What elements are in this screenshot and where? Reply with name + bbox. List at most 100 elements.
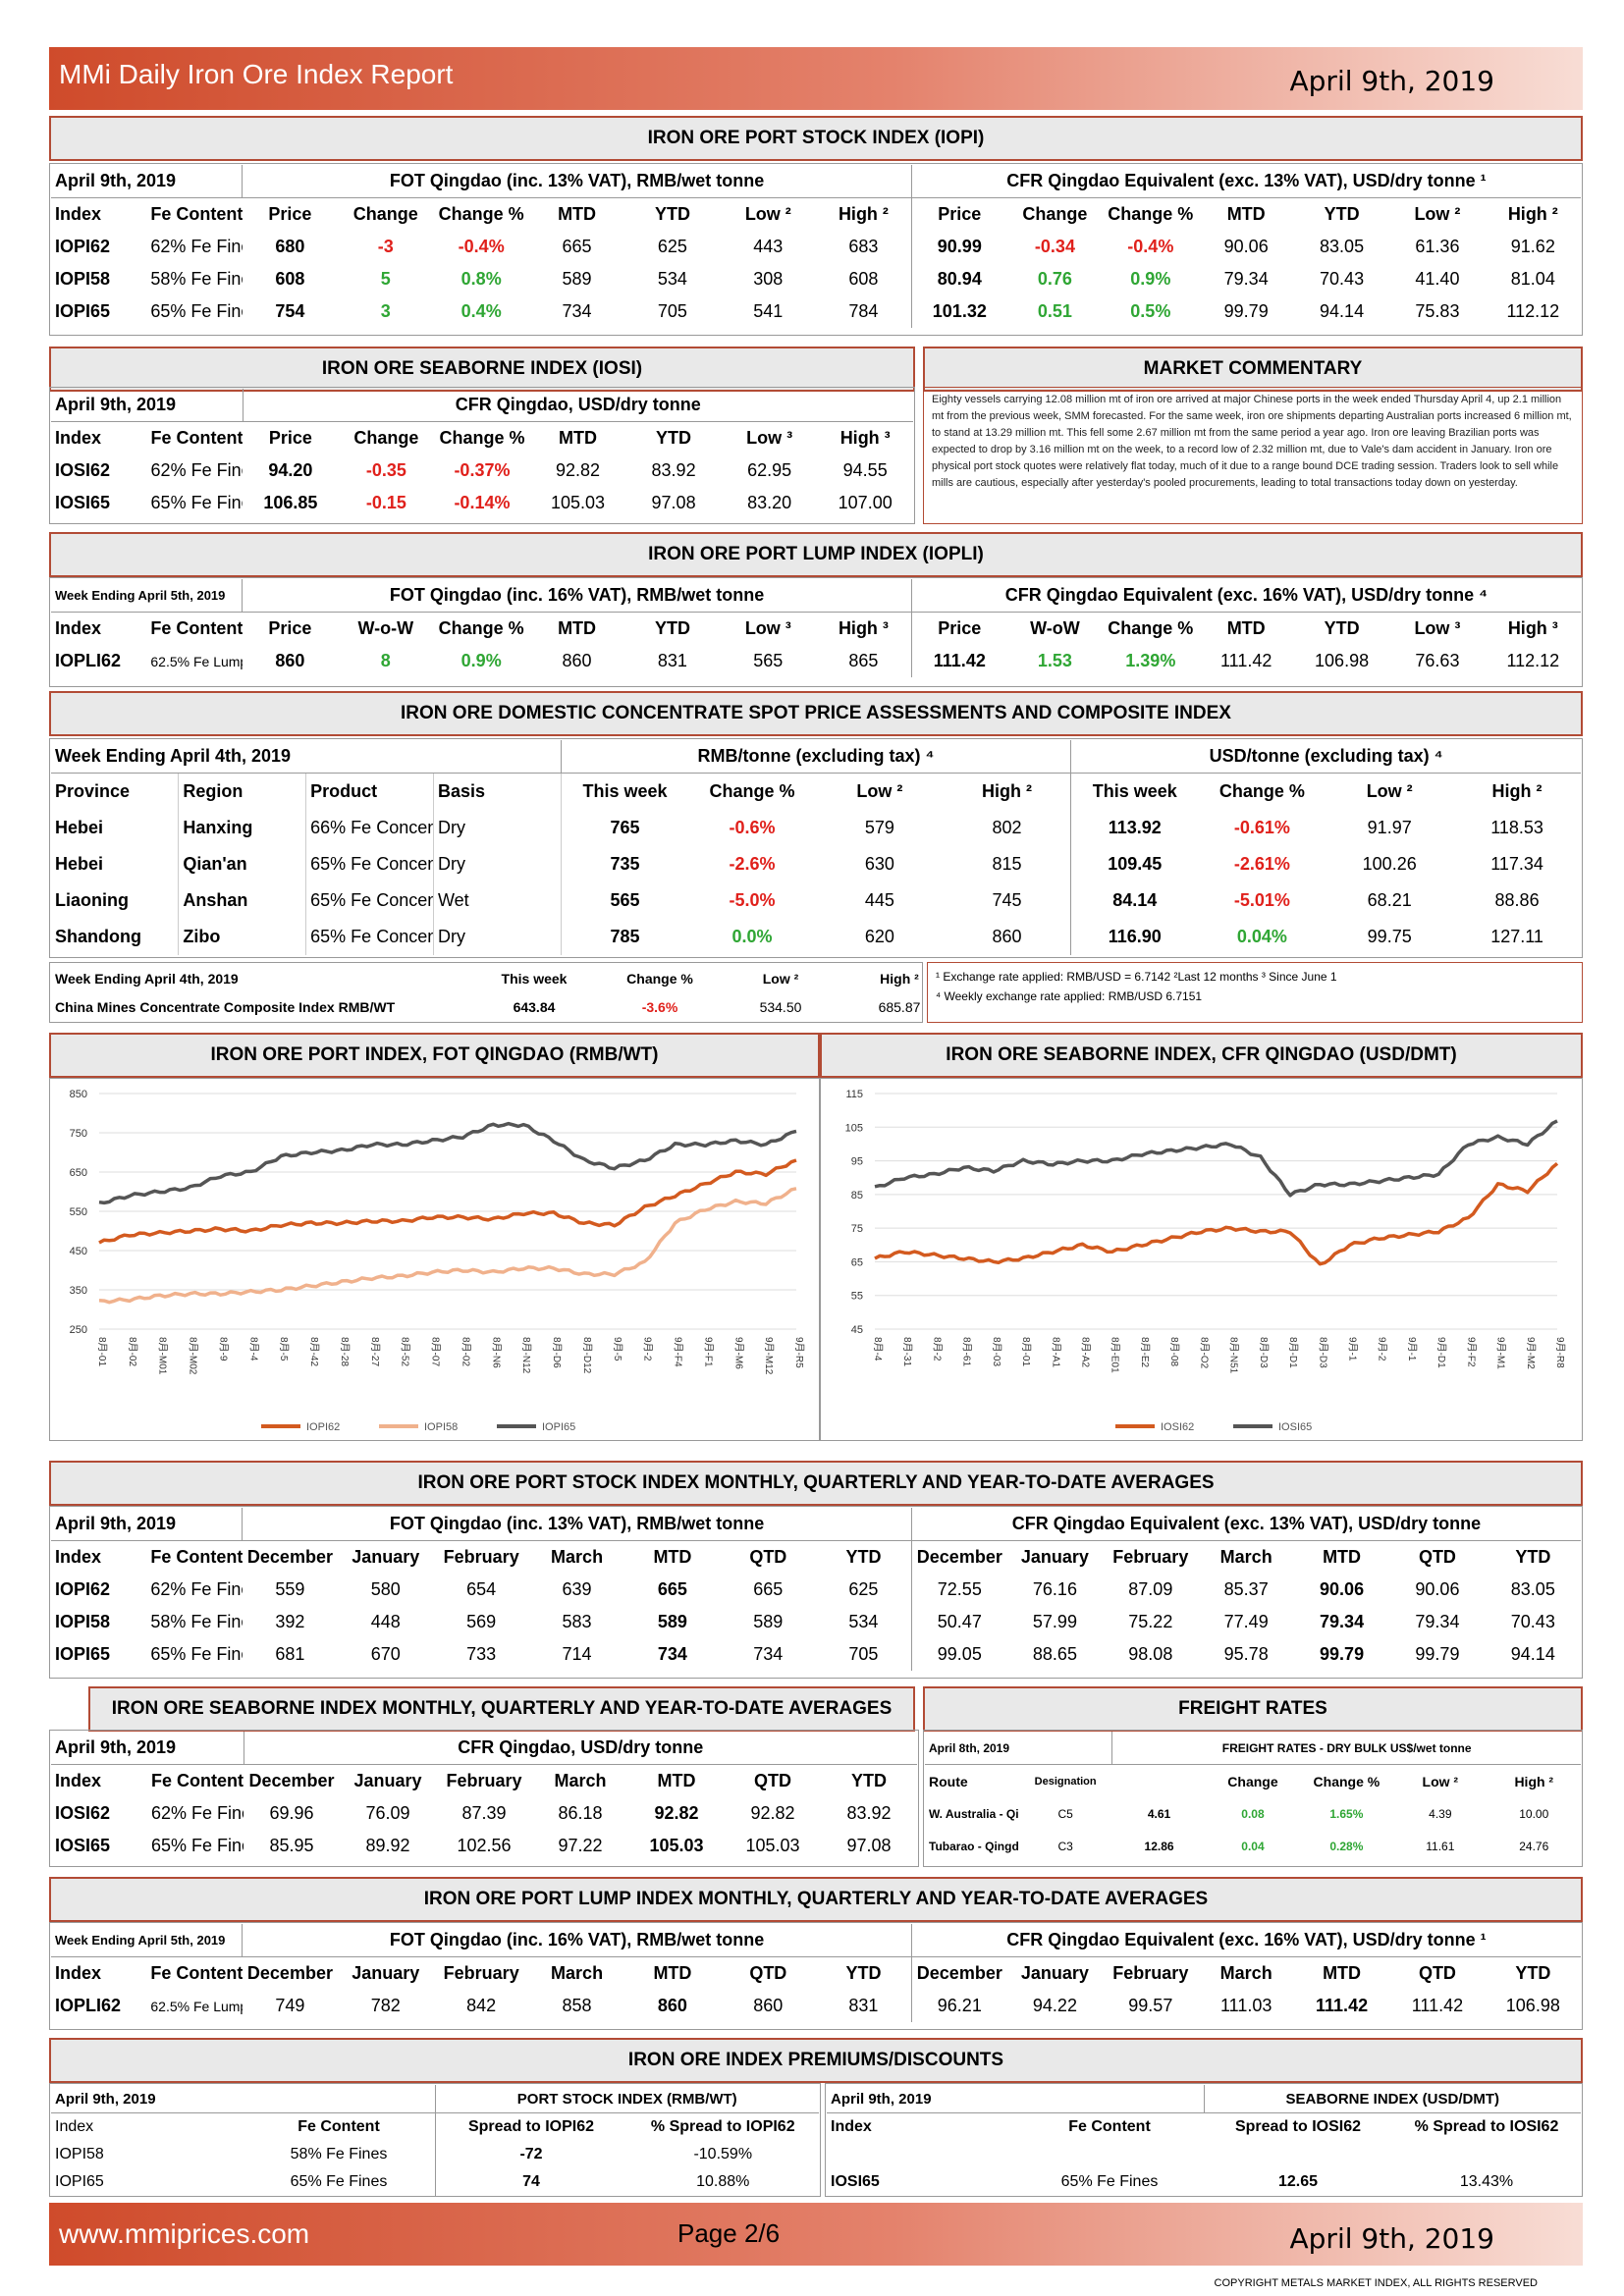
premiums-left-table: April 9th, 2019 PORT STOCK INDEX (RMB/WT)… [51, 2085, 819, 2196]
column-header: Basis [433, 773, 562, 810]
index-name: IOSI62 [55, 460, 111, 480]
table-cell: 665 [562, 237, 592, 256]
column-header: This week [582, 781, 668, 801]
column-header: Spread to IOPI62 [467, 2118, 595, 2135]
column-header: YTD [851, 1771, 887, 1790]
table-cell: -5.01% [1233, 890, 1290, 910]
column-header-row: Route Designation Change Change % Low ² High … [925, 1765, 1581, 1798]
table-cell: -3 [377, 237, 394, 256]
table-cell: 443 [753, 237, 784, 256]
column-header: Low ² [762, 970, 799, 987]
table-cell: 99.79 [1415, 1644, 1460, 1664]
series-line-IOPI62 [98, 1158, 797, 1245]
table-cell: 111.42 [1411, 1996, 1464, 2015]
series-line-IOSI65 [874, 1119, 1558, 1198]
column-header: High ³ [816, 612, 912, 645]
table-cell: 69.96 [269, 1803, 314, 1823]
iopi-avg-table: April 9th, 2019 FOT Qingdao (inc. 13% VAT… [51, 1508, 1581, 1671]
table-cell: 589 [562, 269, 592, 289]
table-cell: 0.04 [1241, 1839, 1265, 1853]
column-header: March [551, 1963, 604, 1983]
table-cell: 608 [275, 269, 305, 289]
table-cell: 630 [864, 854, 894, 874]
table-cell: 11.61 [1426, 1839, 1455, 1853]
commentary-title: MARKET COMMENTARY [923, 347, 1583, 392]
table-row: IOSI62 62% Fe Fines 94.20 -0.35 -0.37% 92.82 8… [51, 454, 913, 487]
table-cell: 705 [657, 301, 687, 321]
column-header: W-o-W [357, 618, 414, 638]
column-header: High ² [880, 970, 919, 987]
table-cell: 72.55 [937, 1579, 982, 1599]
table-cell: 445 [864, 890, 894, 910]
table-cell: 85.37 [1223, 1579, 1269, 1599]
column-header: Product [305, 773, 434, 810]
table-cell: 665 [753, 1579, 784, 1599]
x-tick-label: 8月-02 [460, 1337, 471, 1366]
table-cell: 865 [816, 645, 912, 677]
x-tick-label: 8月-4 [247, 1337, 259, 1362]
y-tick-label: 95 [851, 1156, 863, 1168]
header-row: April 9th, 2019 FOT Qingdao (inc. 13% VAT… [51, 165, 1581, 198]
header-row: April 9th, 2019 PORT STOCK INDEX (RMB/WT) [51, 2085, 819, 2113]
column-header: Low ² [1422, 1773, 1459, 1789]
iopli-avg-frame [49, 1922, 1583, 2030]
column-header: High ² [816, 197, 912, 231]
table-cell: 65% Fe Fines [150, 493, 244, 512]
table-cell: 654 [466, 1579, 497, 1599]
column-header: December [248, 1771, 335, 1790]
table-cell: 118.53 [1490, 818, 1543, 837]
header-row: Week Ending April 5th, 2019 FOT Qingdao (… [51, 579, 1581, 613]
column-header: YTD [816, 1956, 912, 1990]
table-cell: 842 [466, 1996, 497, 2015]
x-tick-label: 9月-5 [612, 1337, 623, 1362]
column-header: QTD [1418, 1963, 1456, 1983]
y-tick-label: 650 [70, 1167, 87, 1179]
column-header: March [551, 1547, 604, 1567]
column-header: MTD [657, 1771, 696, 1790]
column-header: December [916, 1547, 1002, 1567]
iopli-table: Week Ending April 5th, 2019 FOT Qingdao (… [51, 579, 1581, 677]
column-header: High ² [1507, 204, 1558, 224]
table-cell: 749 [275, 1996, 305, 2015]
x-tick-label: 8月-M02 [188, 1337, 199, 1375]
x-tick-label: 9月-F4 [673, 1337, 684, 1367]
table-cell: 97.08 [651, 493, 696, 512]
table-cell: 127.11 [1490, 927, 1543, 946]
column-header: Index [55, 1963, 102, 1983]
column-header: QTD [1418, 1547, 1456, 1567]
x-tick-label: 9月-F1 [702, 1337, 714, 1367]
column-header: QTD [749, 1963, 787, 1983]
table-cell: 96.21 [937, 1996, 982, 2015]
column-header: High ³ [839, 428, 891, 448]
table-cell: 13.43% [1459, 2173, 1514, 2190]
port-index-chart: 250 350 450 550 650 750 850 8月-01 8月-02 8月-M01 8月-… [70, 1089, 805, 1433]
table-cell: Wet [433, 882, 562, 919]
table-cell: Dry [433, 919, 562, 955]
x-tick-label: 9月-2 [642, 1337, 654, 1362]
table-cell: 569 [466, 1612, 497, 1631]
table-cell: Hanxing [178, 810, 307, 846]
table-date: April 9th, 2019 [51, 389, 244, 422]
column-header: QTD [754, 1771, 791, 1790]
column-header: Low ³ [1414, 618, 1461, 638]
table-cell: 87.09 [1128, 1579, 1173, 1599]
table-cell: Anshan [178, 882, 307, 919]
column-header: Index [831, 2118, 872, 2135]
fot-header: FOT Qingdao (inc. 13% VAT), RMB/wet tonn… [242, 1508, 912, 1541]
iosi-avg-frame [49, 1730, 919, 1867]
table-cell: 102.56 [457, 1836, 512, 1855]
x-tick-label: 9月-M6 [732, 1337, 744, 1369]
table-cell: 579 [864, 818, 894, 837]
column-header: Low ³ [744, 618, 791, 638]
footer-url[interactable]: www.mmiprices.com [59, 2218, 310, 2249]
table-cell: Dry [433, 810, 562, 846]
table-cell: 88.65 [1032, 1644, 1077, 1664]
column-header: YTD [1324, 204, 1360, 224]
column-header: Low ² [1366, 781, 1413, 801]
table-cell: 62% Fe Fines [151, 1803, 244, 1823]
column-header: February [443, 1547, 519, 1567]
table-cell: 89.92 [365, 1836, 410, 1855]
table-cell: 98.08 [1128, 1644, 1173, 1664]
table-cell: 62.95 [747, 460, 792, 480]
